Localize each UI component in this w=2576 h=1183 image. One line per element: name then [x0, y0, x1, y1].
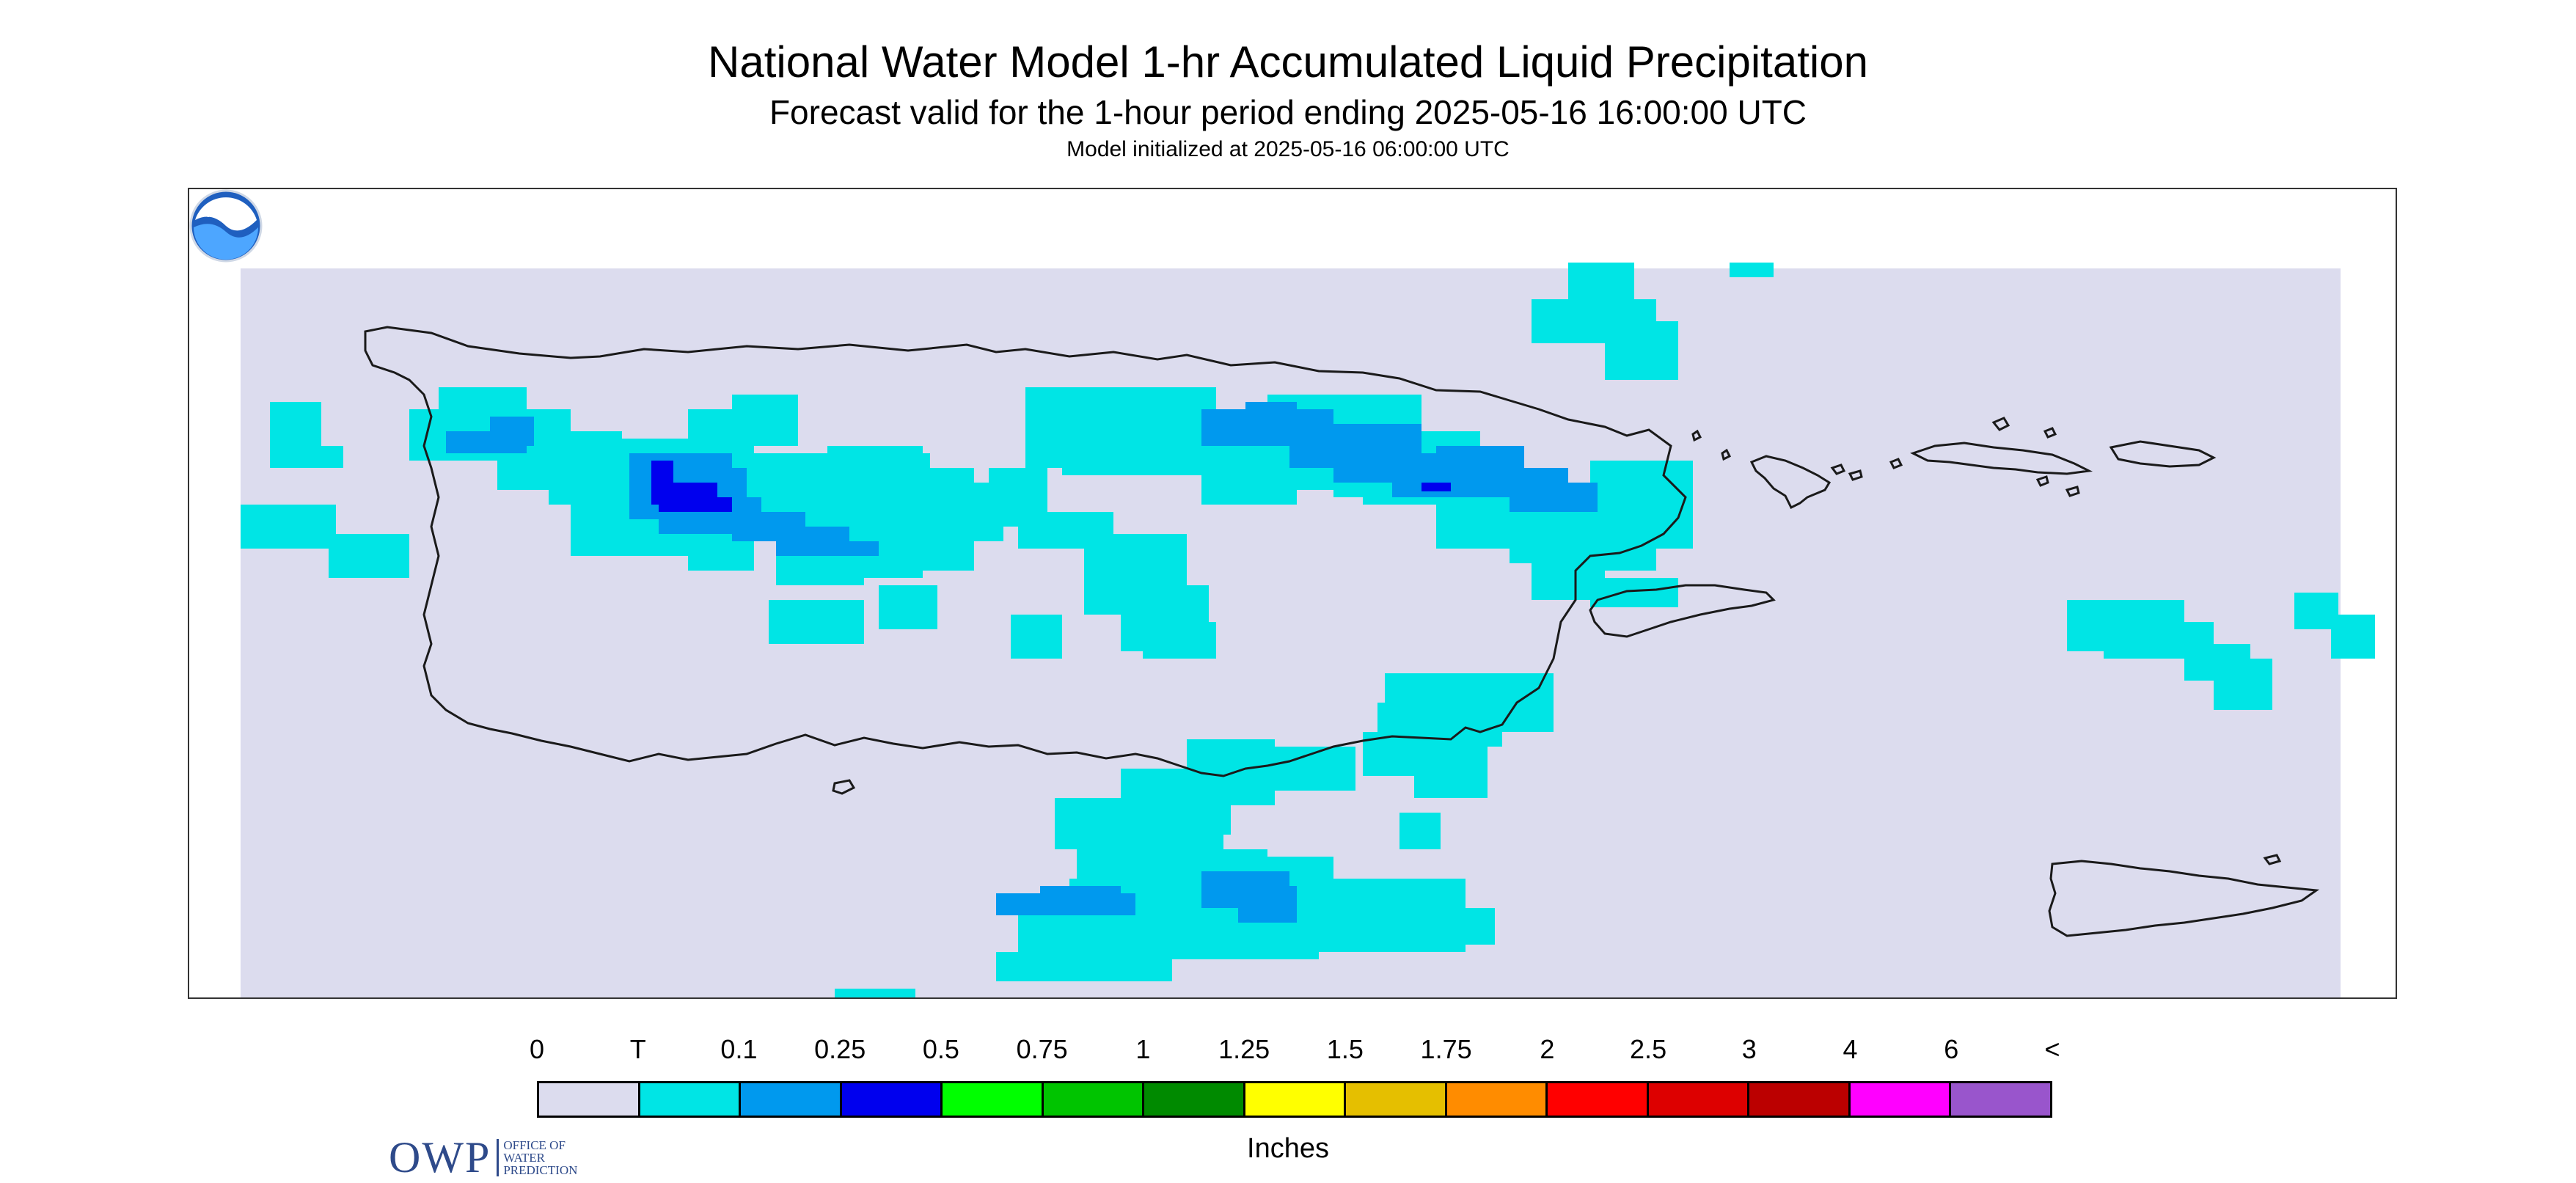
legend-label: 1.5: [1326, 1034, 1364, 1064]
precip-cell: [2331, 615, 2375, 659]
legend-label: 1.25: [1218, 1034, 1270, 1064]
coastline-mona-island: [832, 779, 856, 795]
legend-label: 1: [1135, 1034, 1151, 1064]
legend-swatch: [1346, 1083, 1447, 1116]
precip-cell: [732, 395, 798, 446]
legend-label: T: [629, 1034, 646, 1064]
legend-swatch: [841, 1083, 943, 1116]
coastline-culebra-islets: [1691, 429, 1863, 481]
legend-label: 6: [1944, 1034, 1959, 1064]
precip-cell: [1143, 622, 1216, 659]
legend-label: 4: [1843, 1034, 1858, 1064]
legend-swatch: [1850, 1083, 1952, 1116]
precip-cell: [1245, 747, 1355, 791]
precip-cell: [1319, 923, 1466, 952]
precip-cell: [1414, 747, 1488, 798]
legend-swatch: [1144, 1083, 1245, 1116]
legend-label: <: [2044, 1034, 2060, 1064]
precip-cell: [1399, 813, 1441, 849]
owp-line-1: OFFICE OF: [503, 1138, 566, 1152]
map-subtitle: Forecast valid for the 1-hour period end…: [769, 93, 1807, 131]
precip-cell-heavy: [1421, 483, 1451, 491]
legend-labels: 0 T 0.1 0.25 0.5 0.75 1 1.25 1.5 1.75 2 2.5 3 4 6 <: [0, 1034, 2576, 1071]
legend-swatch: [1951, 1083, 2050, 1116]
precip-cell-heavy: [673, 497, 732, 512]
precip-cells: [241, 263, 2375, 997]
legend-label: 0.1: [720, 1034, 758, 1064]
coastline-st-john: [2109, 440, 2217, 468]
precip-cell: [241, 505, 336, 549]
noaa-logo-text: NOAA: [207, 205, 246, 220]
precip-cell: [1730, 263, 1774, 277]
legend-swatch: [741, 1083, 842, 1116]
coastline-culebra: [1749, 455, 1832, 510]
precip-cell: [270, 446, 343, 468]
precip-cell: [1011, 615, 1062, 659]
precip-cell: [1605, 321, 1678, 380]
precip-cell: [490, 417, 534, 446]
legend-label: 2: [1540, 1034, 1555, 1064]
legend-label: 3: [1741, 1034, 1757, 1064]
precip-cell: [820, 541, 879, 556]
legend-swatch: [1043, 1083, 1145, 1116]
precip-cell: [1040, 886, 1121, 915]
map-title: National Water Model 1-hr Accumulated Li…: [708, 37, 1868, 87]
precip-cell: [2214, 659, 2272, 710]
precip-cell: [1568, 263, 1634, 299]
coastline-st-croix: [2048, 860, 2320, 937]
model-init-line: Model initialized at 2025-05-16 06:00:00…: [1066, 137, 1510, 161]
owp-line-3: PREDICTION: [503, 1162, 578, 1177]
legend-label: 0: [529, 1034, 545, 1064]
precip-cell: [1245, 402, 1297, 431]
precip-cell: [270, 402, 321, 449]
precip-cell: [835, 989, 915, 997]
legend-swatch: [1245, 1083, 1347, 1116]
precip-cell: [1238, 886, 1297, 923]
owp-logo-subtext: OFFICE OF WATER PREDICTION: [497, 1138, 578, 1177]
owp-logo: OWP OFFICE OF WATER PREDICTION: [389, 1133, 578, 1182]
map-frame: OWP OFFICE OF WATER PREDICTION NOAA: [188, 188, 2397, 1182]
legend-label: 1.75: [1420, 1034, 1472, 1064]
precip-cell: [439, 387, 527, 417]
coastline-vieques: [1589, 584, 1776, 638]
legend-swatch: [1648, 1083, 1750, 1116]
legend-swatch: [539, 1083, 640, 1116]
coastlines: [364, 326, 2320, 937]
noaa-logo: NOAA: [189, 189, 263, 263]
precip-map: [241, 263, 2375, 997]
legend-label: 0.5: [922, 1034, 959, 1064]
legend-swatch: [943, 1083, 1044, 1116]
legend-swatch: [1548, 1083, 1649, 1116]
coastline-st-thomas: [1910, 442, 2093, 475]
precip-cell: [1510, 483, 1598, 512]
precip-cell: [1590, 578, 1678, 607]
legend-swatch: [1446, 1083, 1548, 1116]
precip-cell: [769, 600, 864, 644]
legend-swatch: [1749, 1083, 1851, 1116]
owp-logo-text: OWP: [389, 1132, 491, 1182]
precip-cell: [827, 446, 923, 578]
precip-cell: [1055, 930, 1172, 981]
legend-units: Inches: [1247, 1133, 1329, 1164]
coastline-buck-island: [2263, 854, 2282, 865]
precip-cell: [879, 585, 937, 629]
legend-label: 0.25: [814, 1034, 866, 1064]
owp-line-2: WATER: [503, 1150, 546, 1165]
legend-label: 0.75: [1016, 1034, 1068, 1064]
coastline-puerto-rico: [364, 326, 1687, 777]
legend-colorbar: [537, 1081, 2052, 1118]
coastline-st-thomas-islets: [1889, 417, 2080, 497]
precip-cell: [329, 534, 409, 578]
legend-label: 2.5: [1630, 1034, 1667, 1064]
legend-swatch: [640, 1083, 742, 1116]
